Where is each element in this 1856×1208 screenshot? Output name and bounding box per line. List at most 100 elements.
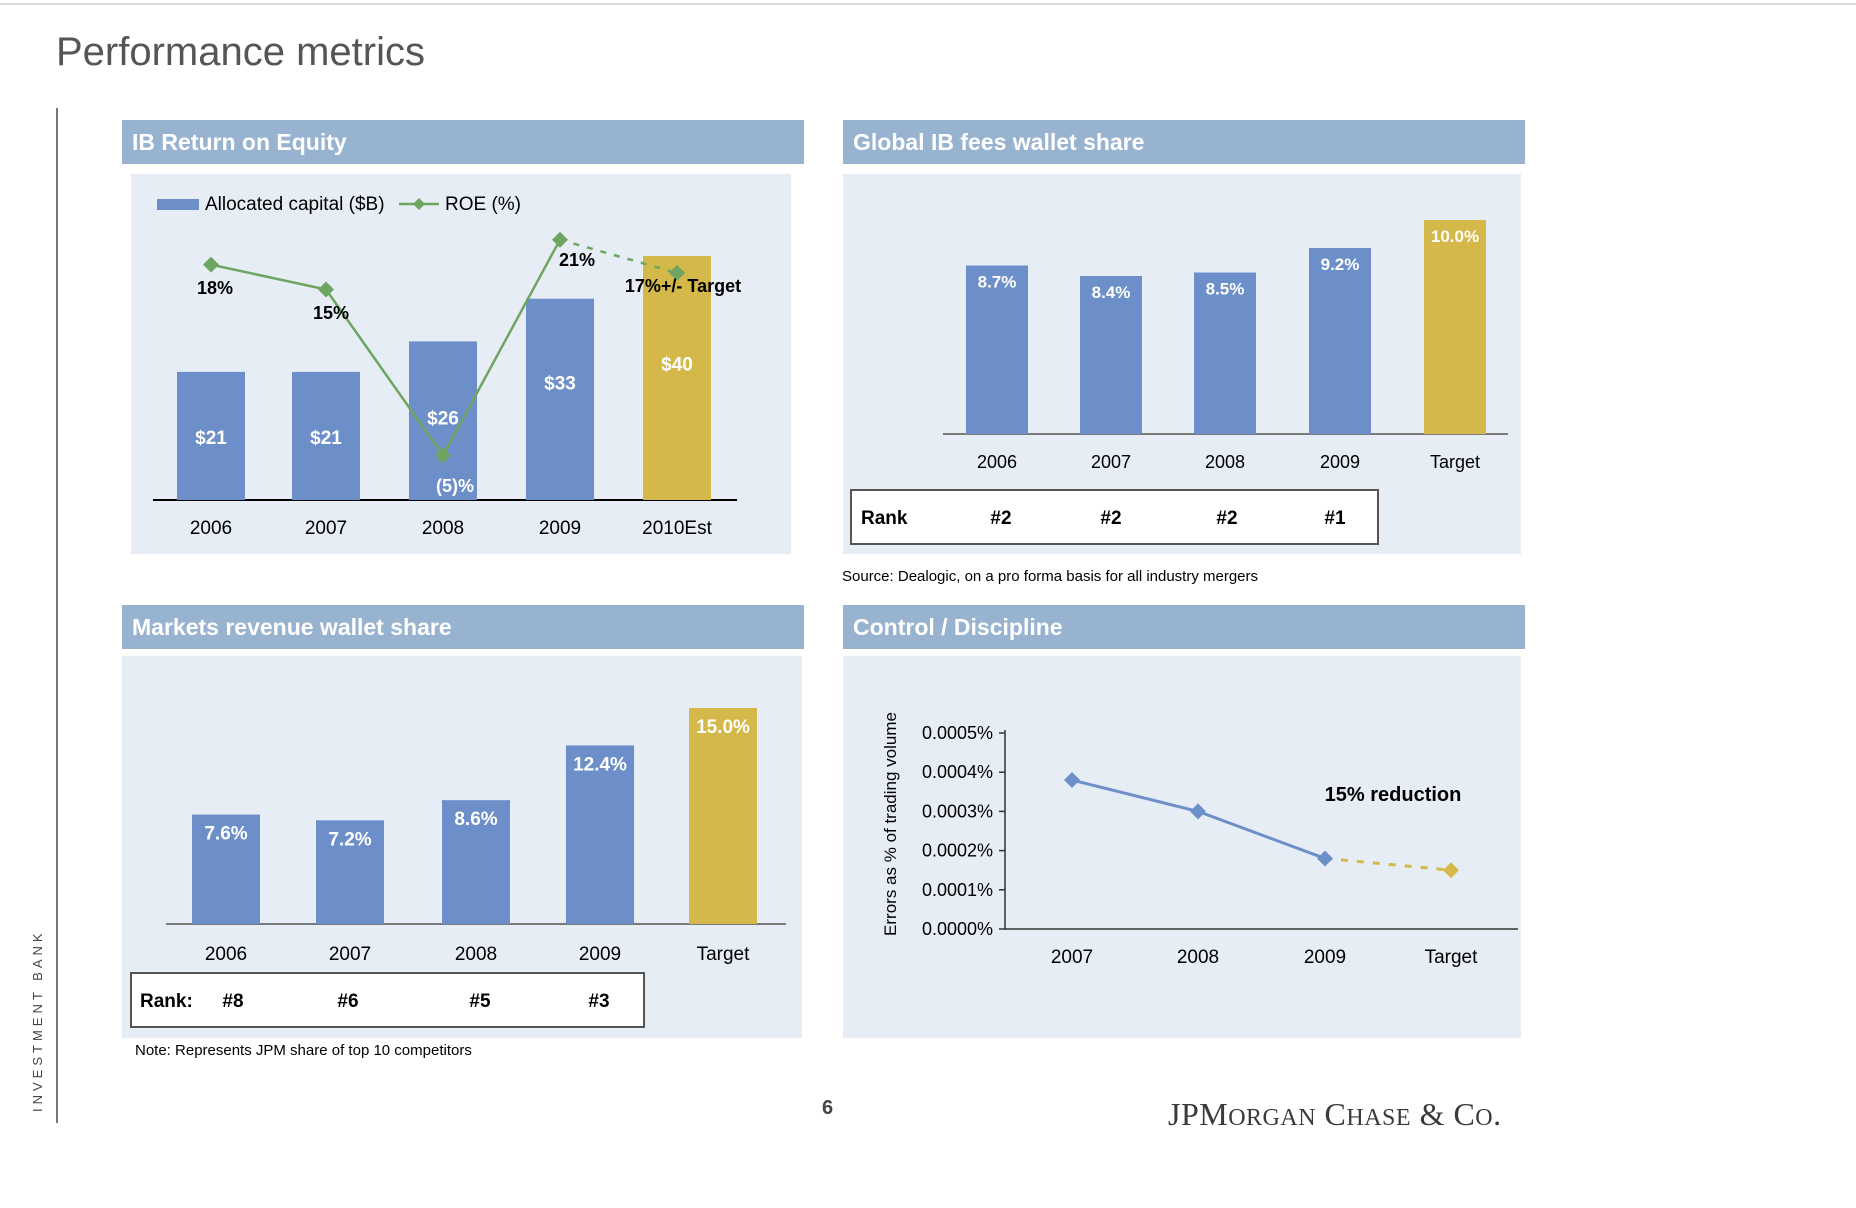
roe-line-segment (324, 288, 445, 457)
mk-category-label: 2009 (579, 944, 621, 965)
roe-category-label: 2008 (422, 518, 464, 539)
legend-label-roe: ROE (%) (445, 194, 521, 215)
panel-ib-fees: 8.7% 2006 8.4% 2007 8.5% 2008 9.2% 2009 10.0% Tar… (843, 174, 1521, 554)
mk-bar (566, 745, 634, 924)
roe-bar (409, 341, 477, 500)
ct-line-segment (1324, 856, 1452, 872)
page-title: Performance metrics (56, 30, 425, 74)
markets-chart: 7.6% 2006 7.2% 2007 8.6% 2008 12.4% 2009 15.0% Ta… (130, 708, 786, 1028)
ib-bar-label: 9.2% (1321, 255, 1360, 274)
mk-bar-label: 12.4% (573, 754, 627, 775)
ct-annotation: 15% reduction (1325, 784, 1462, 806)
markets-note: Note: Represents JPM share of top 10 com… (135, 1042, 472, 1059)
ib-bar-label: 8.5% (1206, 280, 1245, 299)
roe-line-segment (441, 239, 562, 457)
page-number: 6 (822, 1097, 834, 1119)
mk-category-label: Target (697, 944, 751, 965)
roe-line-label: 17%+/- Target (625, 276, 741, 296)
roe-category-label: 2007 (305, 518, 347, 539)
ib-rank-value: #2 (1100, 508, 1121, 529)
roe-bar (526, 298, 594, 500)
mk-bar-label: 8.6% (454, 809, 497, 830)
panel-control: 0.0000% 0.0001% 0.0002% 0.0003% 0.0004% 0.000… (843, 656, 1521, 1038)
ct-category-label: 2007 (1051, 947, 1093, 968)
panel-markets: 7.6% 2006 7.2% 2007 8.6% 2008 12.4% 2009 15.0% Ta… (122, 656, 802, 1038)
ct-y-tick-label: 0.0002% (922, 841, 993, 861)
roe-point (318, 281, 334, 298)
ib-bar-label: 10.0% (1431, 227, 1479, 246)
mk-rank-value: #5 (469, 991, 491, 1012)
ct-point (1190, 803, 1206, 820)
ib-bar-label: 8.4% (1092, 283, 1131, 302)
ib-category-label: Target (1430, 452, 1480, 472)
mk-bar-label: 7.2% (328, 829, 371, 850)
roe-chart: $21 2006 $21 2007 $26 2008 $33 2009 $40 2010Est 18… (153, 194, 741, 539)
ib-rank-value: #2 (1216, 508, 1237, 529)
roe-bar-label: $21 (310, 428, 342, 449)
ib-category-label: 2008 (1205, 452, 1245, 472)
mk-rank-value: #8 (222, 991, 243, 1012)
ib-rank-label: Rank (861, 508, 908, 529)
legend-label-capital: Allocated capital ($B) (205, 194, 385, 215)
roe-point (435, 447, 451, 464)
ib-bar (1194, 272, 1256, 434)
roe-category-label: 2009 (539, 518, 581, 539)
ct-point (1443, 862, 1459, 879)
left-rule (56, 108, 58, 1123)
ib-bar (1424, 220, 1486, 434)
ib-rank-value: #1 (1324, 508, 1346, 529)
roe-line-label: (5)% (436, 476, 474, 496)
roe-bar-label: $21 (195, 428, 227, 449)
panel-header-control: Control / Discipline (843, 605, 1525, 649)
mk-bar (442, 800, 510, 924)
roe-category-label: 2010Est (642, 518, 712, 539)
roe-bar (177, 371, 245, 500)
roe-bar (643, 256, 711, 500)
mk-bar (192, 814, 260, 924)
mk-bar-label: 15.0% (696, 717, 750, 738)
ib-category-label: 2006 (977, 452, 1017, 472)
ib-rank-value: #2 (990, 508, 1011, 529)
ct-line-segment (1197, 809, 1326, 860)
ct-y-tick-label: 0.0003% (922, 801, 993, 821)
roe-line-label: 21% (559, 250, 595, 270)
ct-y-tick-label: 0.0001% (922, 880, 993, 900)
roe-line-label: 15% (313, 303, 349, 323)
ct-y-tick-label: 0.0004% (922, 762, 993, 782)
ib-bar (966, 265, 1028, 434)
panel-header-ib-fees: Global IB fees wallet share (843, 120, 1525, 164)
mk-rank-box (130, 972, 645, 1028)
top-rule (0, 3, 1856, 5)
mk-category-label: 2008 (455, 944, 497, 965)
ct-y-tick-label: 0.0000% (922, 919, 993, 939)
ct-category-label: 2008 (1177, 947, 1219, 968)
ib-category-label: 2009 (1320, 452, 1360, 472)
ib-bar (1080, 276, 1142, 434)
ib-fees-chart: 8.7% 2006 8.4% 2007 8.5% 2008 9.2% 2009 10.0% Tar… (850, 220, 1508, 545)
ct-point (1064, 772, 1080, 789)
jpmorgan-logo: JPMORGAN CHASE & CO. (1168, 1096, 1502, 1132)
mk-category-label: 2006 (205, 944, 247, 965)
ib-bar (1309, 248, 1371, 434)
panel-header-roe: IB Return on Equity (122, 120, 804, 164)
panel-roe: $21 2006 $21 2007 $26 2008 $33 2009 $40 2010Est 18… (131, 174, 791, 554)
roe-bar (292, 371, 360, 500)
panel-header-markets: Markets revenue wallet share (122, 605, 804, 649)
roe-category-label: 2006 (190, 518, 232, 539)
ib-category-label: 2007 (1091, 452, 1131, 472)
legend-swatch-capital (157, 199, 199, 210)
mk-bar (316, 820, 384, 924)
mk-bar (689, 708, 757, 924)
mk-bar-label: 7.6% (204, 824, 247, 845)
ct-point (1317, 850, 1333, 867)
roe-line-segment (210, 263, 327, 291)
ct-y-tick-label: 0.0005% (922, 723, 993, 743)
roe-bar-label: $40 (661, 355, 693, 376)
roe-line-segment (559, 238, 678, 275)
ib-rank-box (850, 489, 1379, 545)
roe-point (669, 264, 685, 281)
control-chart: 0.0000% 0.0001% 0.0002% 0.0003% 0.0004% 0.000… (881, 712, 1518, 968)
ct-line-segment (1071, 778, 1199, 813)
mk-rank-value: #3 (588, 991, 609, 1012)
legend-swatch-roe-point (413, 198, 425, 210)
